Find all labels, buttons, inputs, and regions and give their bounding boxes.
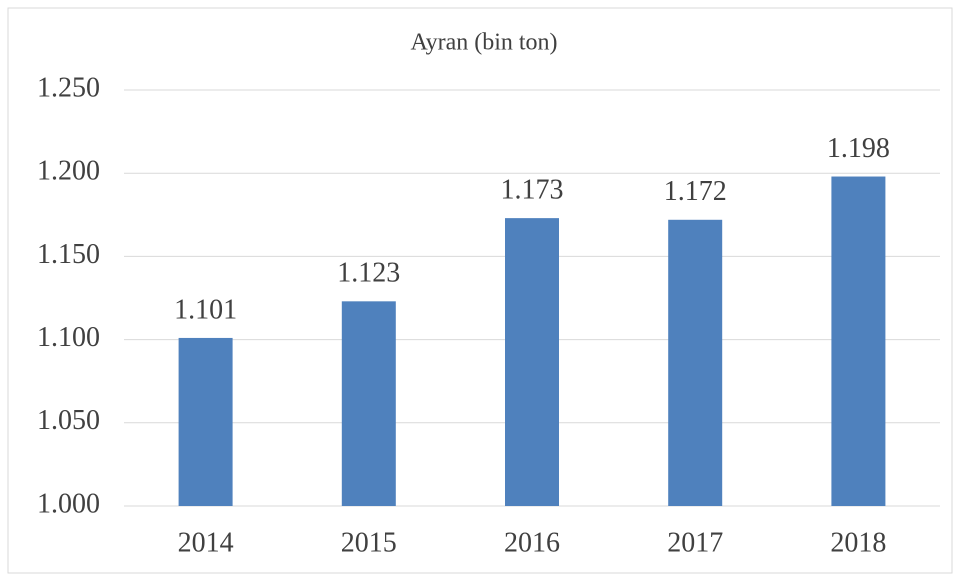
y-tick-label: 1.000 [37,488,100,519]
y-tick-label: 1.150 [37,239,100,270]
x-tick-label: 2016 [504,527,560,558]
data-label: 1.123 [337,258,400,289]
bar [341,301,396,506]
chart-title: Ayran (bin ton) [410,30,557,56]
data-label: 1.101 [174,294,237,325]
bar [178,337,233,506]
x-tick-label: 2015 [341,527,397,558]
y-tick-label: 1.250 [37,72,100,103]
x-tick-label: 2017 [667,527,723,558]
data-label: 1.173 [501,175,564,206]
x-tick-label: 2018 [830,527,886,558]
bar [831,176,886,506]
data-label: 1.198 [827,133,890,164]
y-tick-label: 1.200 [37,156,100,187]
y-tick-label: 1.100 [37,322,100,353]
chart-border [7,7,953,574]
x-tick-label: 2014 [178,527,234,558]
data-label: 1.172 [664,176,727,207]
y-tick-label: 1.050 [37,405,100,436]
bar [505,218,559,507]
bar [668,219,723,507]
